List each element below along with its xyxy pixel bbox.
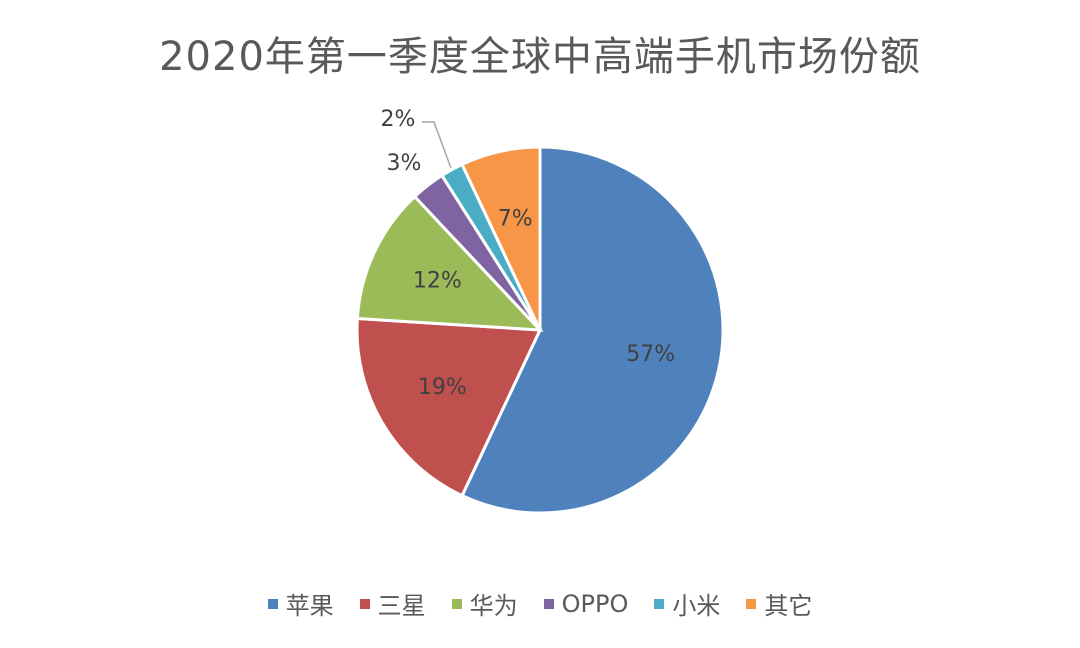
legend-label: 三星 [377, 592, 426, 620]
pie-slice-1 [355, 316, 543, 498]
legend-item: OPPO [543, 586, 629, 621]
data-label: 57% [626, 342, 675, 367]
legend-swatch-icon [451, 598, 462, 609]
legend-label: 华为 [469, 592, 518, 620]
legend-item: 小米 [654, 586, 720, 621]
legend-item: 三星 [359, 586, 426, 621]
legend-swatch-icon [267, 598, 278, 609]
leader-line [422, 121, 452, 169]
legend-swatch-icon [654, 598, 665, 609]
legend-item: 其它 [746, 586, 812, 621]
legend-label: OPPO [561, 589, 629, 618]
legend-item: 华为 [451, 586, 518, 621]
legend-swatch-icon [359, 598, 370, 609]
data-label: 7% [498, 206, 533, 231]
legend-label: 其它 [764, 592, 813, 620]
data-label: 12% [413, 269, 462, 294]
pie-slice-0 [460, 145, 725, 515]
legend: 苹果 三星 华为 OPPO 小米 其它 [0, 586, 1080, 621]
legend-item: 苹果 [267, 586, 334, 621]
legend-label: 小米 [672, 592, 721, 620]
data-label: 3% [387, 151, 422, 176]
chart-title: 2020年第一季度全球中高端手机市场份额 [159, 34, 921, 80]
data-label: 19% [418, 375, 467, 400]
pie-slice-2 [355, 194, 544, 332]
legend-label: 苹果 [285, 592, 334, 620]
data-label: 2% [381, 107, 416, 132]
pie-slice-5 [460, 145, 542, 331]
legend-swatch-icon [543, 598, 554, 609]
legend-swatch-icon [746, 598, 757, 609]
